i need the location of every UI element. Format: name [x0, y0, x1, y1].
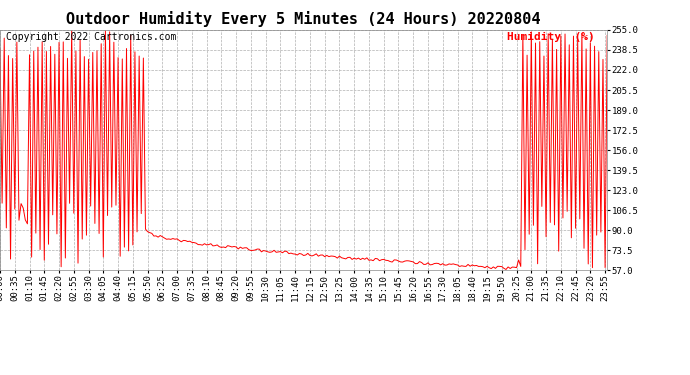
Text: Copyright 2022 Cartronics.com: Copyright 2022 Cartronics.com — [6, 32, 177, 42]
Text: Humidity  (%): Humidity (%) — [507, 32, 595, 42]
Title: Outdoor Humidity Every 5 Minutes (24 Hours) 20220804: Outdoor Humidity Every 5 Minutes (24 Hou… — [66, 12, 541, 27]
